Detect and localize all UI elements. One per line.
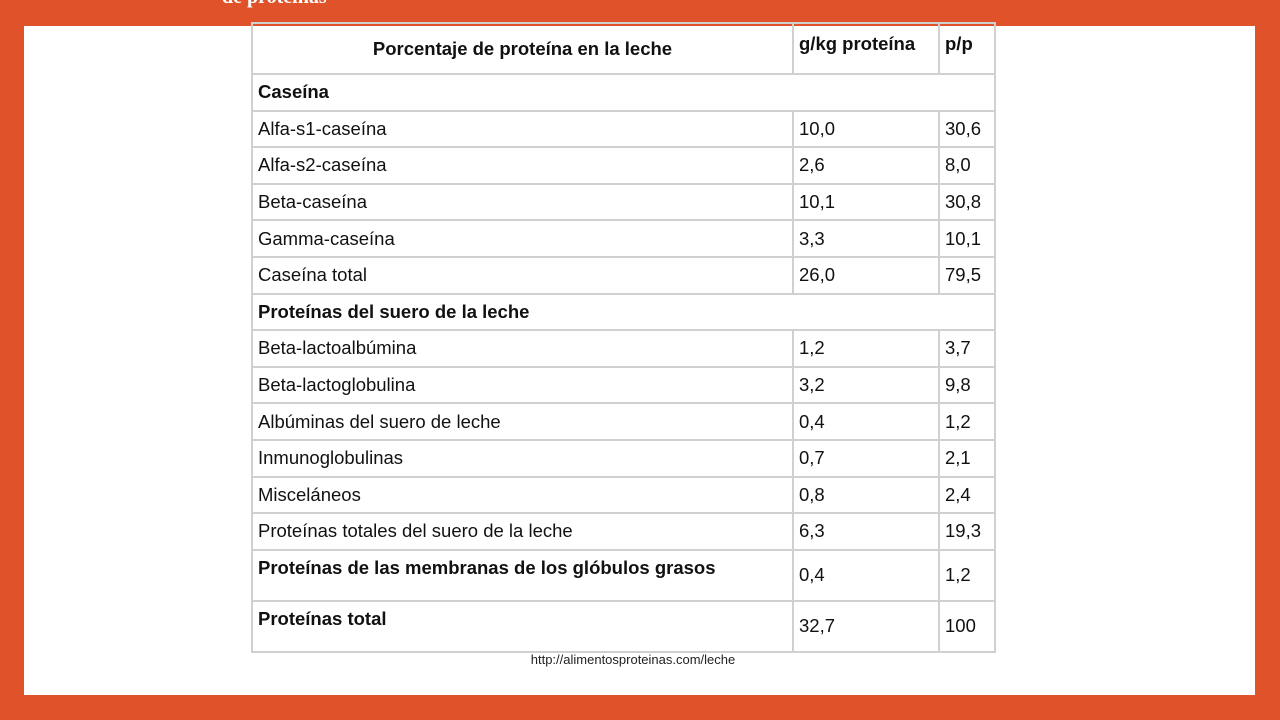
row-label: Proteínas totales del suero de la leche [253, 514, 794, 551]
table-row: Inmunoglobulinas 0,7 2,1 [253, 440, 996, 478]
row-pp: 30,6 [940, 111, 996, 149]
row-label: Proteínas total [253, 601, 794, 653]
header-pp: p/p [940, 24, 996, 75]
row-pp: 1,2 [940, 404, 996, 441]
table-row: Albúminas del suero de leche 0,4 1,2 [253, 404, 996, 441]
table-row: Alfa-s1-caseína 10,0 30,6 [253, 111, 996, 149]
slide-content: Porcentaje de proteína en la leche g/kg … [24, 22, 1255, 695]
row-pp: 1,2 [940, 550, 996, 602]
row-label: Albúminas del suero de leche [253, 404, 794, 441]
table-row: Proteínas totales del suero de la leche … [253, 514, 996, 551]
table-row: Beta-lactoalbúmina 1,2 3,7 [253, 331, 996, 368]
row-label: Proteínas de las membranas de los glóbul… [253, 550, 794, 602]
row-pp: 30,8 [940, 184, 996, 222]
total-protein-row: Proteínas total 32,7 100 [253, 601, 996, 653]
row-gkg: 2,6 [794, 148, 940, 185]
row-pp: 2,4 [940, 477, 996, 515]
header-protein-percentage: Porcentaje de proteína en la leche [253, 24, 794, 75]
row-gkg: 0,7 [794, 440, 940, 478]
table-row: Misceláneos 0,8 2,4 [253, 477, 996, 515]
header-gkg: g/kg proteína [794, 24, 940, 75]
row-pp: 79,5 [940, 257, 996, 295]
table-header-row: Porcentaje de proteína en la leche g/kg … [253, 24, 996, 75]
row-label: Caseína total [253, 257, 794, 295]
row-gkg: 0,4 [794, 550, 940, 602]
source-url: http://alimentosproteinas.com/leche [530, 652, 736, 667]
row-gkg: 26,0 [794, 257, 940, 295]
row-gkg: 32,7 [794, 601, 940, 653]
row-pp: 3,7 [940, 331, 996, 368]
row-label: Misceláneos [253, 477, 794, 515]
row-gkg: 1,2 [794, 331, 940, 368]
row-pp: 19,3 [940, 514, 996, 551]
row-gkg: 10,0 [794, 111, 940, 149]
table-row: Alfa-s2-caseína 2,6 8,0 [253, 148, 996, 185]
row-gkg: 10,1 [794, 184, 940, 222]
section-label: Caseína [253, 75, 996, 112]
row-pp: 2,1 [940, 440, 996, 478]
row-pp: 100 [940, 601, 996, 653]
row-pp: 8,0 [940, 148, 996, 185]
section-row-casein: Caseína [253, 75, 996, 112]
table-row: Caseína total 26,0 79,5 [253, 257, 996, 295]
row-label: Beta-caseína [253, 184, 794, 222]
section-label: Proteínas del suero de la leche [253, 294, 996, 332]
slide-title-fragment: de proteínas [222, 0, 327, 9]
row-pp: 9,8 [940, 367, 996, 405]
row-gkg: 3,3 [794, 221, 940, 258]
row-gkg: 0,8 [794, 477, 940, 515]
row-label: Alfa-s1-caseína [253, 111, 794, 149]
row-gkg: 3,2 [794, 367, 940, 405]
row-label: Alfa-s2-caseína [253, 148, 794, 185]
table-row: Gamma-caseína 3,3 10,1 [253, 221, 996, 258]
protein-table: Porcentaje de proteína en la leche g/kg … [251, 22, 996, 653]
row-label: Beta-lactoalbúmina [253, 331, 794, 368]
row-gkg: 6,3 [794, 514, 940, 551]
row-label: Gamma-caseína [253, 221, 794, 258]
row-pp: 10,1 [940, 221, 996, 258]
section-row-whey: Proteínas del suero de la leche [253, 294, 996, 332]
table-row: Beta-lactoglobulina 3,2 9,8 [253, 367, 996, 405]
table-row: Beta-caseína 10,1 30,8 [253, 184, 996, 222]
row-label: Beta-lactoglobulina [253, 367, 794, 405]
row-gkg: 0,4 [794, 404, 940, 441]
row-label: Inmunoglobulinas [253, 440, 794, 478]
membrane-protein-row: Proteínas de las membranas de los glóbul… [253, 550, 996, 602]
